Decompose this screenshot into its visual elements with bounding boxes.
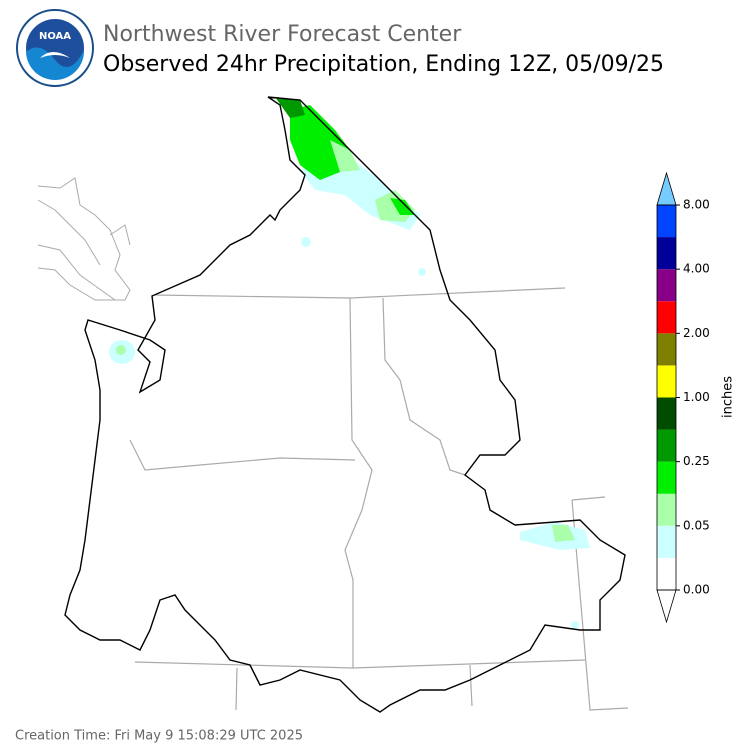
- noaa-logo: NOAA: [16, 9, 94, 87]
- color-box: [657, 301, 676, 334]
- agency-title: Northwest River Forecast Center: [103, 22, 462, 47]
- color-box: [657, 461, 676, 494]
- border: [129, 439, 356, 471]
- under-triangle: [656, 589, 677, 624]
- colorbar-tick-label: 1.00: [683, 390, 710, 404]
- color-box: [657, 333, 676, 366]
- color-box: [657, 269, 676, 302]
- color-box: [657, 557, 676, 590]
- colorbar-tick-label: 8.00: [683, 198, 710, 212]
- color-box: [657, 525, 676, 558]
- color-box: [657, 397, 676, 430]
- border: [154, 287, 566, 299]
- basin-outline: [64, 96, 626, 713]
- creation-time: Creation Time: Fri May 9 15:08:29 UTC 20…: [15, 729, 303, 744]
- over-triangle: [656, 171, 677, 206]
- colorbar-tick-label: 0.25: [683, 454, 710, 468]
- color-box: [657, 237, 676, 270]
- colorbar-tick-label: 0.05: [683, 518, 710, 532]
- coastline: [37, 177, 131, 301]
- colorbar-tick-label: 0.00: [683, 583, 710, 597]
- border: [344, 297, 373, 668]
- map: [37, 96, 629, 713]
- border: [382, 297, 466, 476]
- colorbar-tick-label: 4.00: [683, 262, 710, 276]
- colorbar-tick-label: 2.00: [683, 326, 710, 340]
- color-box: [657, 493, 676, 526]
- color-box: [657, 429, 676, 462]
- color-box: [657, 205, 676, 238]
- colorbar: 0.00 0.05 0.25 1.00 2.00 4.00 8.00: [656, 171, 710, 624]
- colorbar-label: inches: [721, 376, 736, 418]
- svg-text:NOAA: NOAA: [39, 31, 71, 42]
- color-box: [657, 365, 676, 398]
- border: [134, 496, 629, 711]
- map-title: Observed 24hr Precipitation, Ending 12Z,…: [103, 52, 664, 77]
- precip-areas: [109, 97, 590, 629]
